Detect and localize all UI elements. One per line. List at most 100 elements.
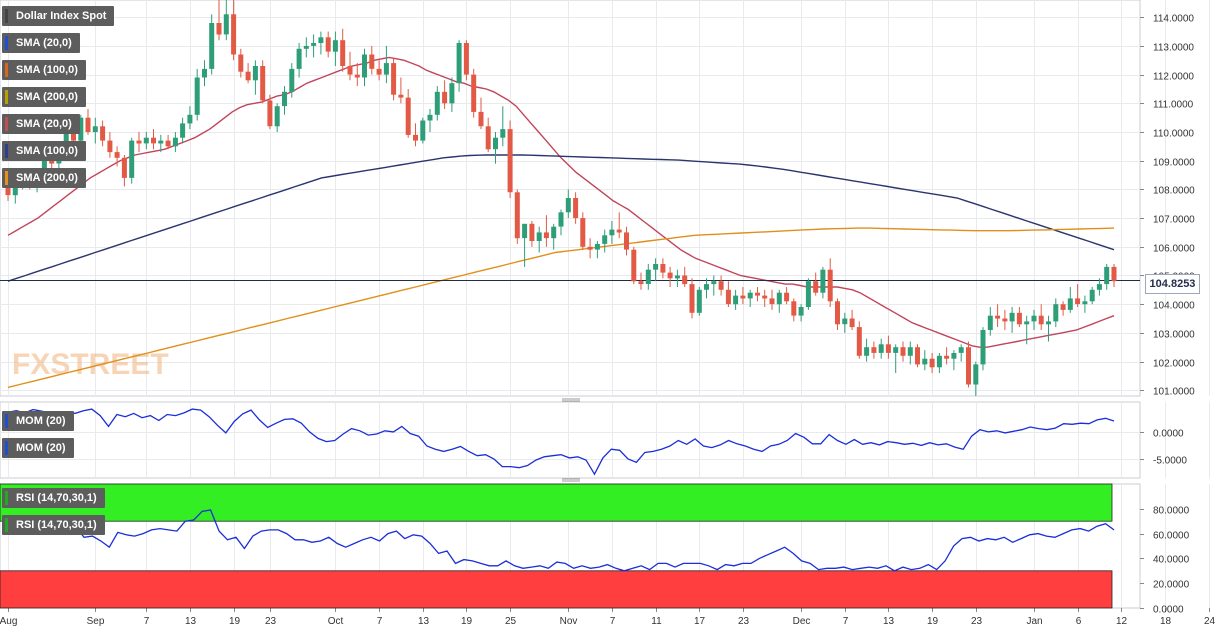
x-tick-label: 13 [883, 616, 895, 627]
candle-body [1089, 289, 1095, 302]
candle-body [165, 140, 171, 147]
candle-body [92, 126, 98, 132]
candle-body [995, 315, 1001, 319]
candle-body [427, 114, 433, 121]
sma-line [7, 227, 1115, 389]
candle-body [682, 275, 688, 285]
candle-body [151, 137, 156, 144]
legend-sma-100-overlay[interactable]: SMA (100,0) [2, 141, 86, 161]
candle-body [325, 37, 331, 52]
candle-body [776, 292, 782, 305]
candle-body [820, 269, 826, 293]
legend-sma-200-overlay[interactable]: SMA (200,0) [2, 168, 86, 188]
y-tick-label: 112.0000 [1153, 72, 1194, 83]
candle-body [478, 111, 484, 127]
legend-dollar-index-spot[interactable]: Dollar Index Spot [2, 6, 115, 26]
x-tick-label: 13 [418, 616, 430, 627]
legend-swatch [5, 171, 8, 185]
y-tick-label: -5.0000 [1153, 456, 1187, 467]
candle-body [893, 347, 899, 353]
legend-sma-20[interactable]: SMA (20,0) [2, 33, 80, 53]
candle-body [631, 249, 637, 282]
candle-body [209, 23, 215, 69]
candle-body [864, 347, 870, 356]
y-tick-label: 40.0000 [1153, 555, 1190, 566]
rsi-oversold-band [0, 570, 1113, 609]
candle-body [223, 14, 229, 35]
x-tick-label: 23 [971, 616, 983, 627]
x-tick-label: 19 [927, 616, 939, 627]
candle-body [1104, 266, 1110, 285]
y-tick-label: 80.0000 [1153, 506, 1190, 517]
candle-body [835, 301, 840, 325]
candle-body [929, 358, 935, 368]
candle-body [609, 229, 615, 236]
candle-body [900, 347, 906, 356]
candle-body [391, 63, 397, 95]
candle-body [791, 301, 797, 316]
candle-body [398, 94, 404, 98]
candle-body [1046, 321, 1051, 325]
candle-body [1009, 312, 1015, 322]
y-tick-label: 109.0000 [1153, 158, 1195, 169]
y-tick-label: 107.0000 [1153, 215, 1195, 226]
candle-body [762, 295, 768, 299]
candle-body [514, 192, 520, 239]
legend-sma-200[interactable]: SMA (200,0) [2, 87, 86, 107]
candle-body [107, 140, 113, 153]
candle-body [871, 347, 877, 353]
legend-label: SMA (200,0) [16, 91, 78, 103]
candle-body [289, 68, 295, 92]
candle-body [456, 43, 462, 84]
y-tick-label: 114.0000 [1153, 14, 1194, 25]
candle-body [849, 318, 855, 328]
legend-sma-20-overlay[interactable]: SMA (20,0) [2, 114, 80, 134]
candle-body [842, 318, 848, 325]
legend-sma-100[interactable]: SMA (100,0) [2, 60, 86, 80]
candle-body [529, 223, 535, 241]
y-tick-label: 110.0000 [1153, 129, 1194, 140]
candle-body [667, 272, 673, 279]
candle-body [63, 132, 69, 150]
legend-mom-20[interactable]: MOM (20) [2, 411, 74, 431]
candle-body [551, 226, 557, 239]
candle-body [543, 232, 549, 239]
candle-body [362, 54, 367, 78]
x-tick-label: 23 [265, 616, 277, 627]
candle-body [1111, 266, 1117, 282]
y-tick-label: 60.0000 [1153, 531, 1190, 542]
legend-rsi[interactable]: RSI (14,70,30,1) [2, 488, 105, 508]
x-tick-label: 24 [1204, 616, 1216, 627]
candle-body [944, 355, 950, 359]
x-tick-label: 7 [843, 616, 849, 627]
candle-body [260, 66, 266, 101]
candle-body [136, 140, 142, 144]
candle-body [41, 155, 47, 173]
candle-body [616, 229, 622, 233]
legend-swatch [5, 491, 8, 505]
candle-body [558, 212, 564, 227]
candle-body [565, 198, 571, 213]
candle-body [449, 83, 455, 104]
candle-body [194, 77, 200, 115]
y-tick-label: 20.0000 [1153, 580, 1190, 591]
candle-body [100, 126, 106, 141]
candle-body [187, 114, 193, 124]
candle-body [143, 137, 149, 144]
candle-body [354, 74, 360, 78]
candle-body [718, 281, 724, 290]
candle-body [180, 123, 186, 138]
legend-rsi-overlay[interactable]: RSI (14,70,30,1) [2, 515, 105, 535]
x-tick-label: 17 [694, 616, 706, 627]
candle-body [252, 66, 258, 81]
legend-swatch [5, 9, 8, 23]
legend-mom-20-overlay[interactable]: MOM (20) [2, 438, 74, 458]
legend-label: Dollar Index Spot [16, 10, 107, 22]
candle-body [420, 120, 426, 141]
candle-body [987, 315, 993, 330]
legend-label: MOM (20) [16, 415, 66, 427]
y-tick-label: 0.0000 [1153, 429, 1184, 440]
candle-body [500, 129, 506, 138]
candle-body [202, 68, 207, 78]
